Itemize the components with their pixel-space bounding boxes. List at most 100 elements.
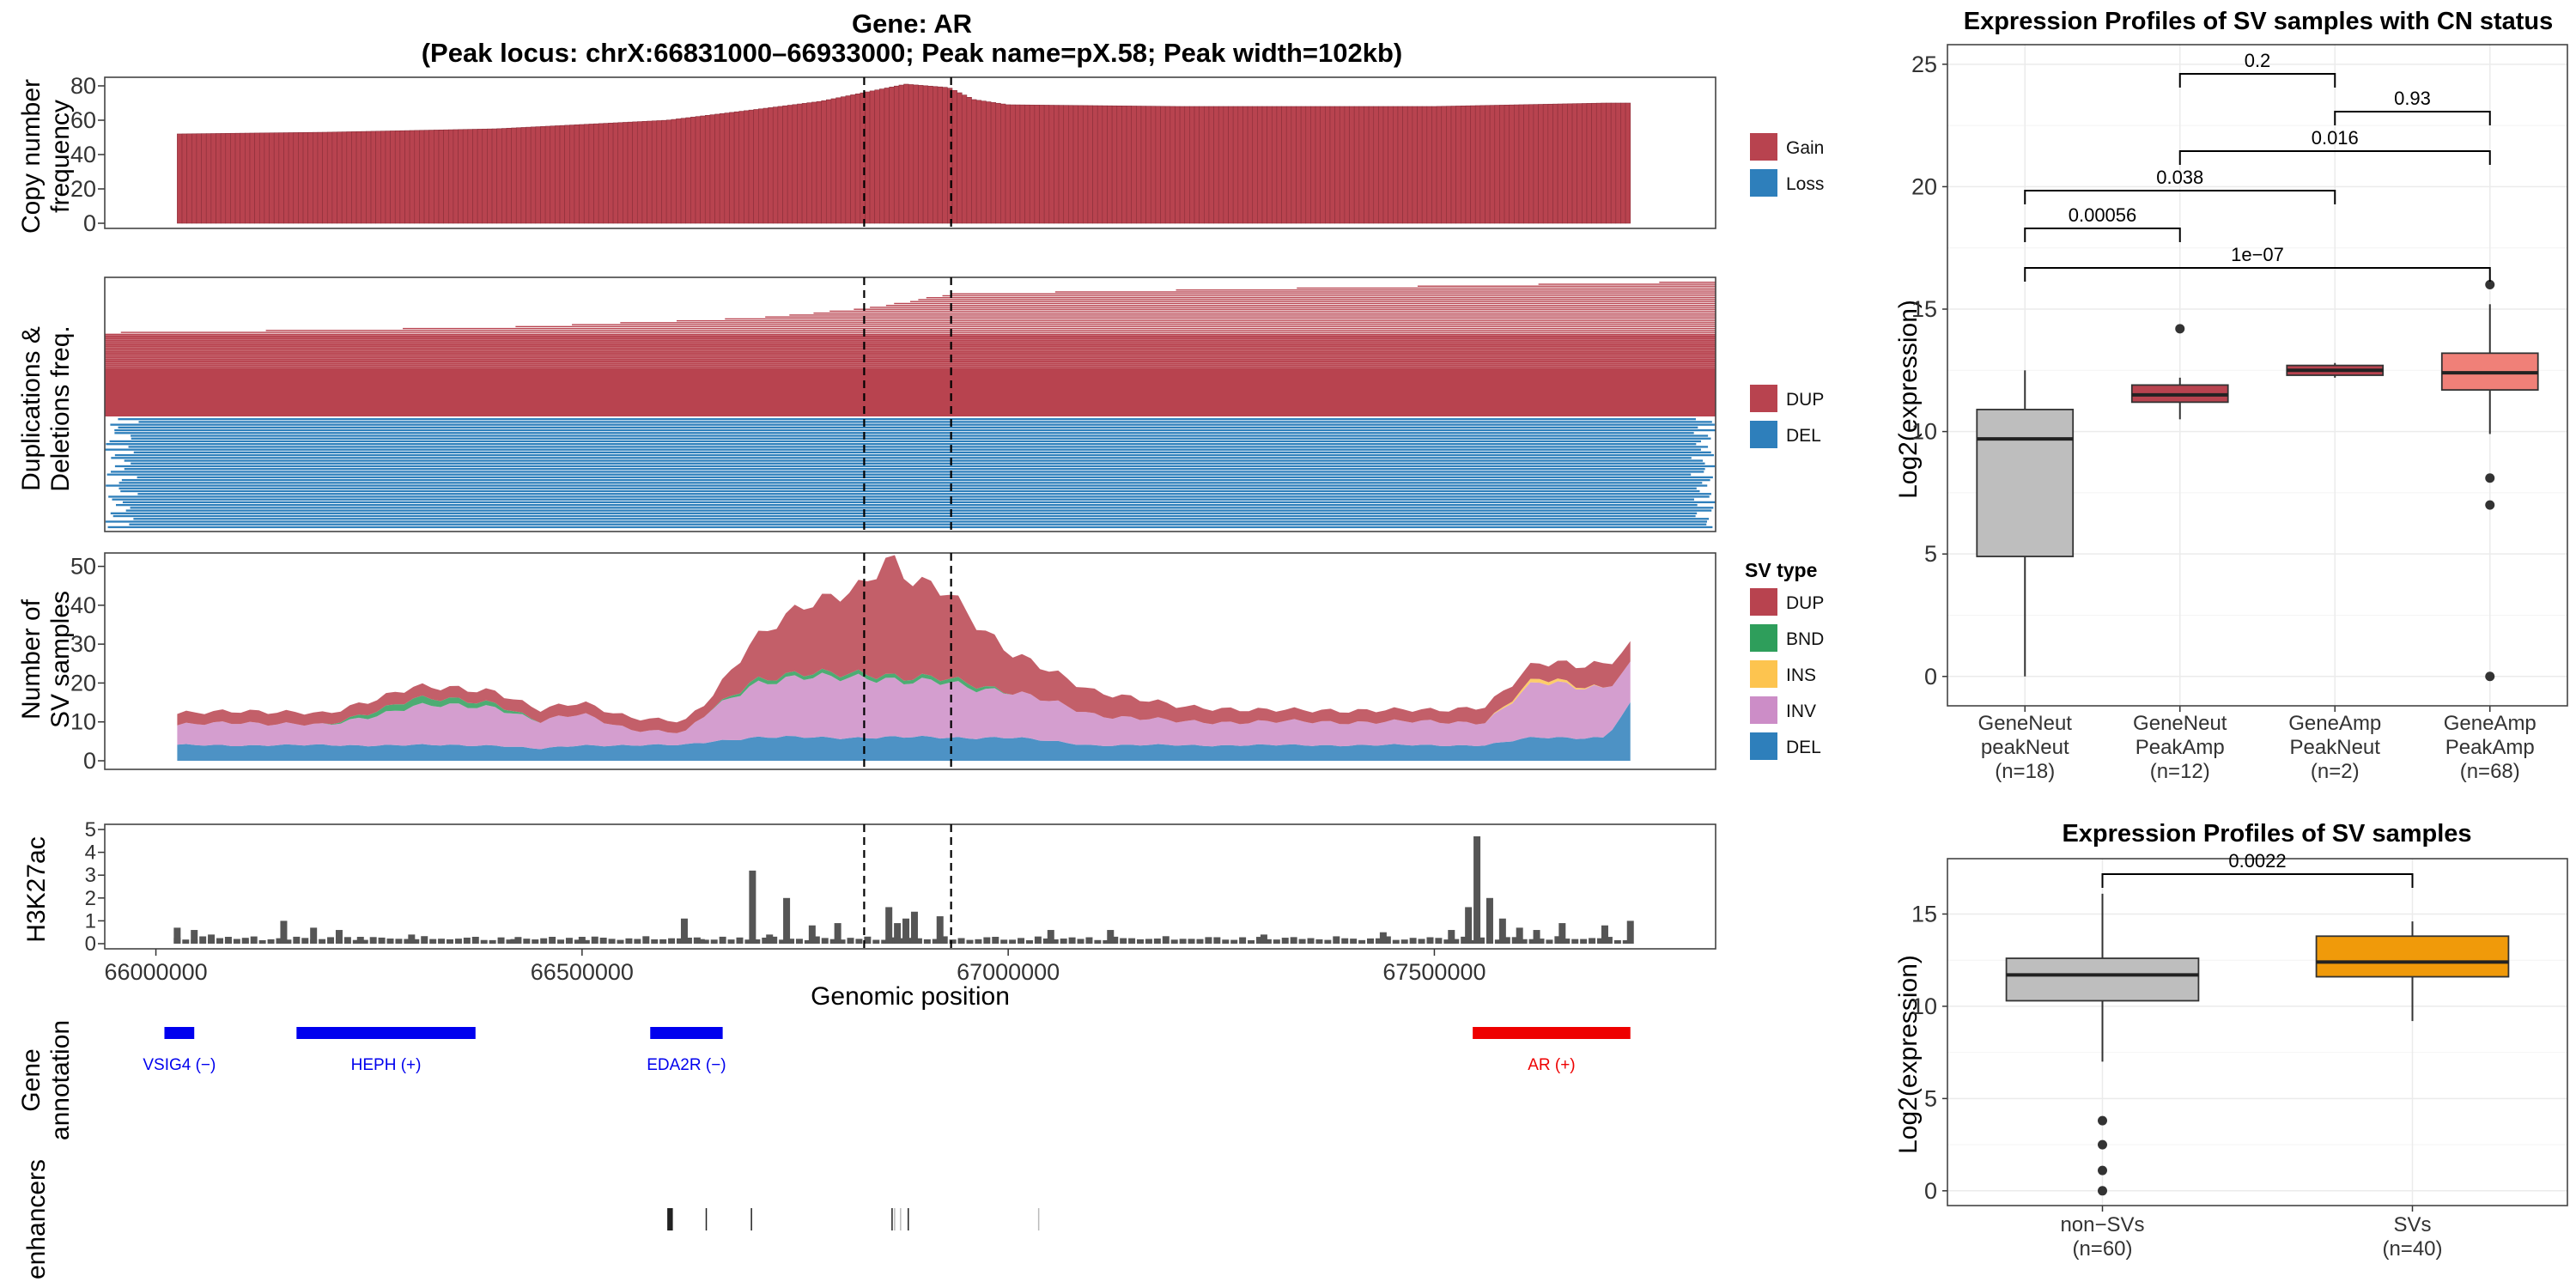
cn-gain-bar [313, 131, 319, 224]
h3k27ac-bar [1626, 920, 1634, 944]
cn-gain-bar [1353, 106, 1360, 224]
h3k27ac-bar [1094, 939, 1102, 944]
dup-segment [105, 361, 1716, 363]
boxplot-category-label: GeneAmp [2288, 712, 2381, 735]
cn-gain-bar [390, 131, 396, 224]
cn-gain-bar [404, 130, 410, 224]
h3k27ac-bar [408, 934, 416, 944]
del-segment [128, 446, 1709, 448]
cn-gain-bar [428, 130, 434, 224]
dup-segment [105, 343, 1716, 345]
gene-block [650, 1027, 723, 1039]
cn-gain-bar [1136, 106, 1142, 224]
h3k27ac-ylabel: H3K27ac [22, 836, 51, 942]
h3k27ac-bar [1307, 938, 1315, 944]
cn-gain-bar [1140, 106, 1146, 224]
cn-gain-bar [951, 90, 957, 224]
cn-gain-bar [782, 105, 788, 224]
cn-gain-bar [1402, 106, 1408, 224]
h3k27ac-bar [404, 939, 411, 944]
cn-gain-bar [1121, 106, 1127, 224]
h3k27ac-bar [1554, 936, 1562, 944]
cn-gain-bar [1382, 106, 1388, 224]
cn-gain-bar [331, 131, 337, 224]
boxplot-outlier [2485, 500, 2495, 510]
h3k27ac-bar [191, 930, 198, 944]
del-segment [106, 443, 1697, 446]
h3k27ac-bar [898, 938, 906, 944]
cn-gain-bar [326, 131, 333, 224]
enhancer-mark [750, 1208, 752, 1230]
dupdel-track: Duplications & Deletions freq. DUP DEL [17, 276, 1824, 532]
boxplot-category-label: (n=60) [2072, 1237, 2132, 1261]
svcount-ytick-label: 0 [83, 748, 96, 774]
cn-gain-bar [933, 86, 939, 224]
cn-panel-frame [104, 76, 1716, 229]
cn-gain-bar [1388, 106, 1394, 224]
h3k27ac-bar [352, 939, 360, 944]
cn-gain-bar [1334, 106, 1340, 224]
h3k27ac-bar [1085, 937, 1093, 944]
del-segment [130, 507, 1714, 509]
h3k27ac-bar [208, 934, 216, 944]
h3k27ac-bar [1025, 939, 1033, 944]
h3k27ac-bar [395, 939, 403, 944]
cn-gain-bar [574, 125, 580, 224]
cn-gain-bar [1039, 105, 1045, 224]
del-segment [121, 478, 1710, 482]
h3k27ac-bar [276, 938, 283, 944]
del-segment [114, 432, 1694, 434]
dup-segment [1297, 287, 1716, 289]
cn-gain-bar [1455, 106, 1461, 224]
cn-gain-bar [772, 106, 779, 224]
enhancers-ylabel: enhancers [22, 1159, 51, 1279]
cn-gain-bar [1571, 103, 1577, 224]
genes-ylabel-line1: Gene [17, 1048, 46, 1111]
h3k27ac-bar [1230, 939, 1238, 944]
cn-gain-bar [651, 120, 658, 224]
boxplot-category-label: (n=2) [2311, 760, 2360, 783]
cn-gain-bar [181, 133, 187, 224]
h3k27ac-bar [693, 937, 701, 944]
cn-gain-bar [269, 132, 275, 224]
cn-gain-bar [1223, 106, 1229, 224]
cn-gain-bar [1291, 106, 1297, 224]
h3k27ac-bar [914, 938, 922, 944]
cn-gain-bar [1296, 106, 1302, 224]
h3k27ac-bar [608, 939, 616, 944]
cn-gain-bar [535, 126, 541, 224]
dup-segment [265, 330, 1716, 331]
boxplot-ytick-label: 25 [1911, 52, 1937, 77]
cn-gain-bar [1557, 103, 1564, 224]
h3k27ac-ytick-label: 2 [85, 887, 96, 910]
cn-gain-bar [487, 128, 493, 224]
cn-gain-bar [1450, 106, 1456, 224]
cn-gain-bar [1591, 102, 1597, 224]
h3k27ac-bar [267, 939, 275, 944]
cn-gain-bar [273, 132, 280, 224]
cn-gain-bars [177, 83, 1631, 224]
boxplot-ytick-label: 0 [1924, 1178, 1937, 1204]
cn-ylabel-line1: Copy number [17, 79, 46, 234]
legend-label-sv-bnd: BND [1786, 629, 1824, 649]
cn-gain-bar [1368, 106, 1375, 224]
h3k27ac-bar [412, 939, 420, 944]
h3k27ac-ytick-label: 3 [85, 864, 96, 887]
cn-gain-bar [825, 99, 832, 224]
cn-gain-bar [1393, 106, 1399, 224]
h3k27ac-bar [872, 939, 880, 944]
cn-gain-bar [1058, 105, 1065, 224]
h3k27ac-bar [753, 939, 761, 944]
cn-gain-bar [1126, 106, 1132, 224]
dup-segment [829, 310, 1716, 313]
boxplot-box [2005, 957, 2200, 1002]
h3k27ac-bar [1516, 927, 1523, 944]
boxplot2-ylabel: Log2(expression) [1894, 955, 1923, 1154]
h3k27ac-bar [940, 936, 948, 944]
boxplot-panel-frame [1947, 858, 2568, 1206]
cn-gain-bar [467, 129, 473, 224]
h3k27ac-bar [1537, 939, 1545, 944]
h3k27ac-bar [582, 939, 590, 944]
h3k27ac-bar [907, 938, 914, 944]
cn-gain-bar [380, 131, 386, 224]
